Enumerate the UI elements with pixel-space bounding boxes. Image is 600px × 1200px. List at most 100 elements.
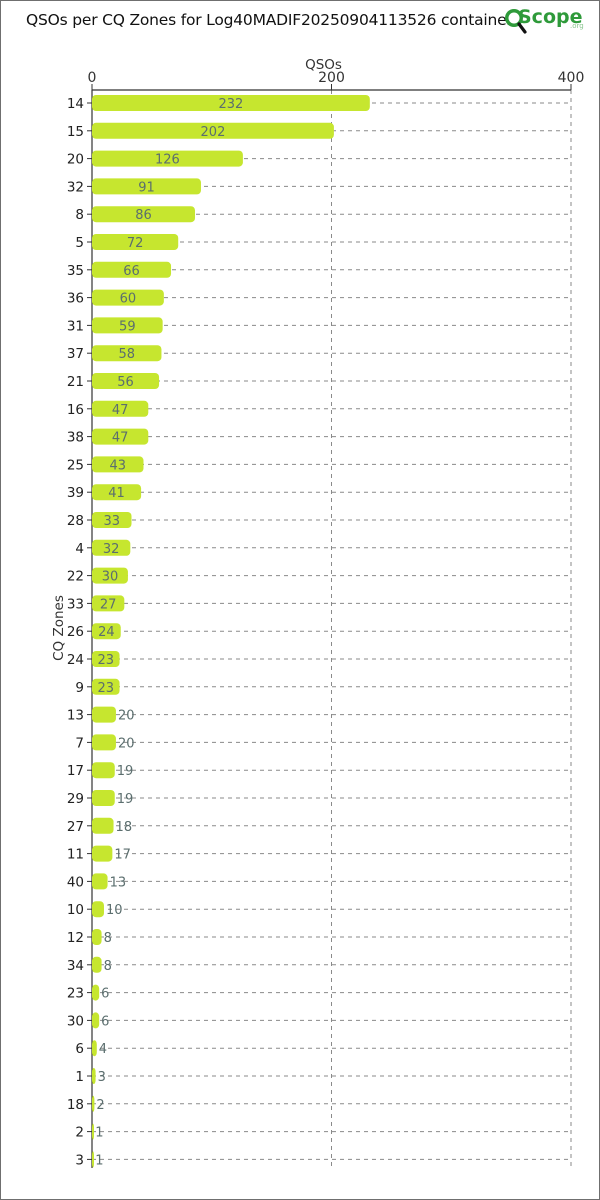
data-label: 13 [110, 875, 127, 890]
bar [92, 1095, 95, 1112]
y-tick-label: 1 [75, 1069, 84, 1085]
y-tick-label: 8 [75, 207, 84, 223]
data-label: 126 [155, 153, 180, 168]
data-label: 60 [120, 292, 137, 307]
y-tick-label: 34 [67, 958, 84, 974]
bar [92, 678, 120, 695]
data-label: 41 [108, 486, 125, 501]
y-axis-title: CQ Zones [51, 595, 67, 661]
y-tick-label: 37 [67, 346, 84, 362]
y-tick-label: 21 [67, 374, 84, 390]
y-tick-label: 22 [67, 569, 84, 585]
data-label: 24 [98, 625, 115, 640]
bar [92, 790, 115, 806]
bar [92, 1040, 97, 1057]
data-label: 72 [127, 236, 144, 251]
data-label: 86 [135, 208, 152, 223]
data-label: 43 [109, 458, 126, 473]
bar [92, 956, 102, 973]
data-label: 27 [100, 597, 117, 612]
y-tick-label: 10 [67, 902, 84, 918]
data-label: 56 [117, 375, 134, 390]
y-tick-label: 13 [67, 708, 84, 724]
data-label: 18 [116, 820, 133, 835]
y-tick-label: 27 [67, 819, 84, 835]
data-label: 8 [104, 931, 112, 946]
qscope-logo [505, 9, 527, 34]
bar [92, 484, 142, 501]
bar [92, 261, 172, 278]
bar [92, 845, 113, 862]
data-label: 23 [97, 681, 114, 696]
data-label: 19 [117, 764, 134, 779]
bar [92, 539, 131, 556]
y-tick-label: 39 [67, 485, 84, 501]
bar [92, 234, 179, 250]
y-tick-label: 5 [75, 235, 84, 251]
data-label: 58 [118, 347, 135, 362]
y-tick-label: 29 [67, 791, 84, 807]
data-label: 6 [101, 987, 109, 1002]
x-tick-label: 200 [318, 70, 345, 86]
x-tick-label: 400 [558, 70, 585, 86]
y-tick-label: 4 [75, 541, 84, 557]
y-tick-label: 17 [67, 763, 84, 779]
bar [92, 1068, 96, 1084]
data-label: 3 [98, 1070, 106, 1085]
y-tick-label: 40 [67, 874, 84, 890]
chart-title: QSOs per CQ Zones for Log40MADIF20250904… [26, 11, 516, 29]
data-label: 1 [95, 1153, 103, 1168]
x-tick-label: 0 [88, 70, 97, 86]
bar [92, 651, 120, 667]
y-tick-label: 2 [75, 1125, 84, 1141]
bar [92, 400, 149, 417]
data-label: 59 [119, 319, 136, 334]
data-label: 4 [99, 1042, 107, 1057]
bar [92, 595, 125, 612]
bar [92, 512, 132, 528]
y-tick-label: 16 [67, 402, 84, 418]
y-tick-label: 3 [75, 1152, 84, 1168]
data-label: 232 [218, 97, 243, 112]
y-tick-label: 32 [67, 179, 84, 195]
bar [92, 706, 116, 723]
y-tick-label: 26 [67, 624, 84, 640]
y-tick-label: 24 [67, 652, 84, 668]
bar [92, 206, 195, 223]
bar [92, 1123, 94, 1140]
data-label: 202 [201, 125, 226, 140]
y-tick-label: 14 [67, 96, 84, 112]
x-axis-title: QSOs [305, 57, 342, 73]
bar [92, 567, 128, 584]
bar [92, 456, 144, 473]
bar [92, 345, 162, 362]
bar [92, 1151, 94, 1168]
bar [92, 289, 164, 306]
data-label: 8 [104, 959, 112, 974]
bar [92, 817, 114, 834]
bar [92, 901, 104, 918]
data-label: 2 [96, 1098, 104, 1113]
data-label: 20 [118, 736, 135, 751]
y-tick-label: 25 [67, 457, 84, 473]
y-tick-label: 30 [67, 1013, 84, 1029]
y-tick-label: 38 [67, 430, 84, 446]
y-tick-label: 36 [67, 291, 84, 307]
data-label: 1 [95, 1126, 103, 1141]
data-label: 19 [117, 792, 134, 807]
y-tick-label: 31 [67, 318, 84, 334]
y-tick-label: 11 [67, 847, 84, 863]
data-label: 30 [102, 570, 119, 585]
y-tick-label: 20 [67, 152, 84, 168]
logo-text: Scope [518, 6, 583, 28]
bar [92, 373, 160, 389]
data-label: 20 [118, 709, 135, 724]
bar [92, 150, 243, 167]
data-label: 33 [103, 514, 120, 529]
y-tick-label: 35 [67, 263, 84, 279]
bar [92, 984, 100, 1001]
y-tick-label: 28 [67, 513, 84, 529]
y-tick-label: 23 [67, 986, 84, 1002]
bar [92, 762, 115, 779]
